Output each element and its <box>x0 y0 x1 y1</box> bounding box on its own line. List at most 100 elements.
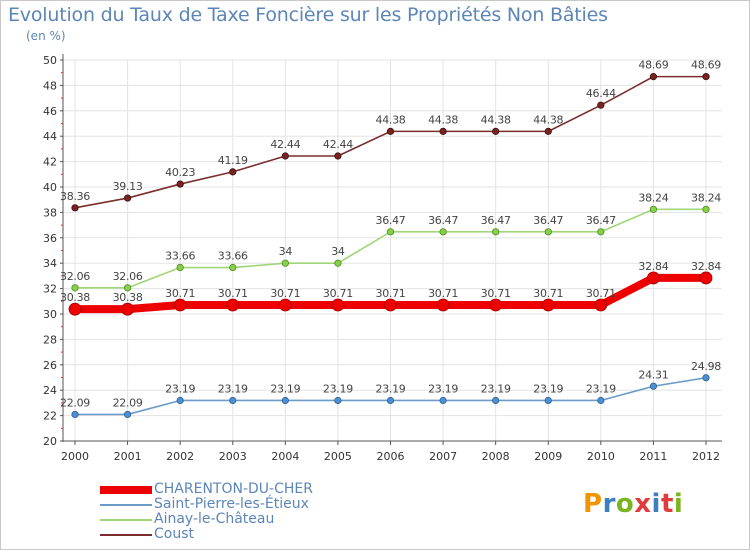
data-label: 39.13 <box>113 180 143 193</box>
data-point <box>702 205 710 213</box>
data-label: 32.84 <box>691 260 721 273</box>
data-point <box>699 271 713 285</box>
data-label: 24.31 <box>638 368 668 381</box>
data-point <box>436 298 450 312</box>
data-point <box>649 205 658 213</box>
y-tick-label: 40 <box>43 181 57 194</box>
data-point <box>281 259 289 267</box>
y-tick-label: 32 <box>43 283 57 296</box>
legend-swatch <box>100 503 152 506</box>
x-tick-label: 2007 <box>429 450 457 463</box>
data-point <box>386 228 395 236</box>
data-label: 42.44 <box>270 138 300 151</box>
data-point <box>281 152 289 160</box>
data-point <box>702 374 710 382</box>
data-point <box>229 168 237 176</box>
legend-item: Coust <box>100 527 313 542</box>
data-point <box>176 396 184 405</box>
data-point <box>71 284 79 292</box>
data-label: 30.38 <box>60 291 90 304</box>
data-label: 44.38 <box>481 113 511 126</box>
logo-letter: i <box>651 489 661 519</box>
y-tick-label: 46 <box>43 105 57 118</box>
logo-letter: x <box>634 489 652 519</box>
data-label: 23.19 <box>165 382 195 395</box>
data-point <box>649 382 658 390</box>
logo-letter: r <box>602 489 616 519</box>
data-point <box>334 396 342 405</box>
data-point <box>386 127 395 135</box>
data-point <box>331 298 345 312</box>
data-label: 32.84 <box>638 260 668 273</box>
data-label: 30.71 <box>586 287 616 300</box>
data-label: 48.69 <box>638 59 668 72</box>
series-2 <box>71 205 710 292</box>
legend-swatch <box>100 518 152 521</box>
data-point <box>334 152 342 160</box>
data-label: 30.71 <box>218 287 248 300</box>
data-label: 30.71 <box>533 287 563 300</box>
data-label: 30.71 <box>270 287 300 300</box>
x-tick-label: 2004 <box>271 450 299 463</box>
series-1 <box>71 374 710 419</box>
data-point <box>71 204 79 212</box>
data-label: 23.19 <box>323 382 353 395</box>
data-point <box>544 127 552 135</box>
x-tick-label: 2001 <box>114 450 142 463</box>
legend-swatch <box>100 533 152 536</box>
data-label: 32.06 <box>113 270 143 283</box>
y-tick-label: 38 <box>43 206 57 219</box>
data-label: 40.23 <box>165 166 195 179</box>
data-point <box>439 396 447 405</box>
data-label: 44.38 <box>428 113 458 126</box>
data-label: 33.66 <box>218 250 248 263</box>
data-point <box>597 101 605 109</box>
y-tick-label: 28 <box>43 333 57 346</box>
data-label: 44.38 <box>376 113 406 126</box>
data-point <box>229 396 237 405</box>
data-point <box>71 410 79 419</box>
data-label: 30.71 <box>165 287 195 300</box>
series-3 <box>71 73 710 212</box>
data-point <box>647 271 660 285</box>
legend-label: Coust <box>154 526 194 542</box>
data-point <box>123 194 132 202</box>
data-point <box>123 284 132 292</box>
series-0 <box>68 271 713 316</box>
data-label: 36.47 <box>533 214 563 227</box>
y-tick-label: 42 <box>43 156 57 169</box>
legend: CHARENTON-DU-CHER Saint-Pierre-les-Étieux… <box>100 482 313 542</box>
data-point <box>68 302 82 316</box>
data-label: 23.19 <box>218 382 248 395</box>
data-point <box>121 302 134 316</box>
x-tick-label: 2009 <box>534 450 562 463</box>
data-point <box>229 263 237 272</box>
x-tick-label: 2011 <box>639 450 667 463</box>
data-label: 30.71 <box>428 287 458 300</box>
data-label: 34 <box>279 245 293 258</box>
x-tick-label: 2005 <box>324 450 352 463</box>
y-tick-label: 48 <box>43 79 57 92</box>
data-label: 42.44 <box>323 138 353 151</box>
data-label: 23.19 <box>533 382 563 395</box>
y-tick-label: 24 <box>43 384 57 397</box>
data-point <box>226 298 240 312</box>
legend-label: CHARENTON-DU-CHER <box>154 481 313 497</box>
y-tick-label: 30 <box>43 308 57 321</box>
data-point <box>492 127 500 135</box>
data-label: 38.36 <box>60 190 90 203</box>
data-label: 32.06 <box>60 270 90 283</box>
y-unit-label: (en %) <box>26 29 66 43</box>
data-point <box>278 298 292 312</box>
x-tick-label: 2006 <box>377 450 405 463</box>
logo-letter: t <box>660 489 674 519</box>
data-label: 30.71 <box>481 287 511 300</box>
logo-letter: o <box>615 489 635 519</box>
data-point <box>281 396 289 405</box>
data-label: 23.19 <box>428 382 458 395</box>
grid <box>63 59 722 442</box>
data-label: 23.19 <box>481 382 511 395</box>
data-point <box>597 228 605 236</box>
data-point <box>123 410 132 419</box>
